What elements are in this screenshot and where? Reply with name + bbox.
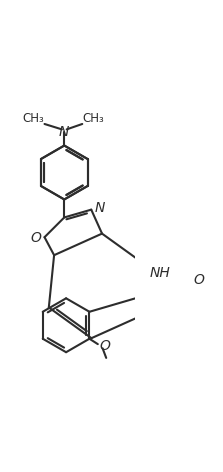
Text: N: N <box>59 125 70 139</box>
Text: NH: NH <box>150 266 171 280</box>
Text: O: O <box>99 339 110 353</box>
Text: N: N <box>95 201 105 215</box>
Text: O: O <box>31 231 41 245</box>
Text: O: O <box>193 273 204 287</box>
Text: CH₃: CH₃ <box>82 112 104 125</box>
Text: CH₃: CH₃ <box>23 112 45 125</box>
